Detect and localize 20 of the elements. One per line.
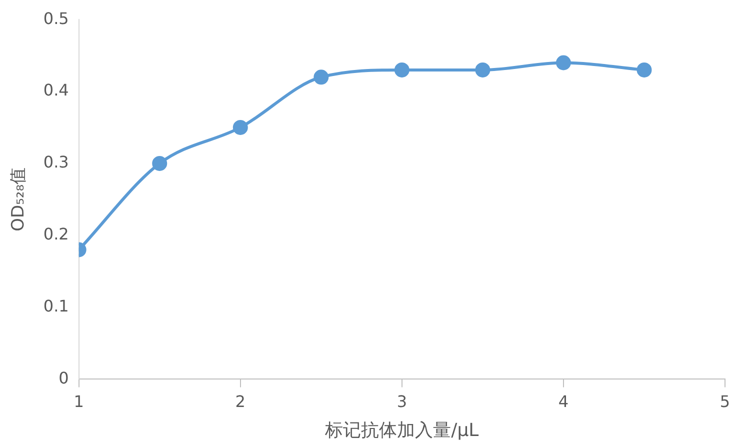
y-tick-label: 0.2 <box>43 224 69 244</box>
x-tick-label: 2 <box>235 392 246 411</box>
point <box>232 120 248 135</box>
x-tick-label: 1 <box>74 392 84 411</box>
point <box>314 70 329 85</box>
y-tick-label: 0 <box>58 368 69 388</box>
y-axis-title: OD₅₂₈值 <box>8 167 29 232</box>
y-tick-label: 0.3 <box>43 152 69 172</box>
x-axis-title: 标记抗体加入量/μL <box>324 420 479 441</box>
x-tick-label: 4 <box>558 392 569 411</box>
point <box>152 156 168 171</box>
point <box>475 62 490 78</box>
x-tick-label: 3 <box>396 392 408 411</box>
y-tick-label: 0.1 <box>43 296 69 316</box>
x-tick-label: 5 <box>720 392 730 411</box>
y-tick-label: 0.4 <box>43 80 69 100</box>
point <box>394 62 410 78</box>
y-tick-label: 0.5 <box>43 8 69 28</box>
point <box>556 55 571 70</box>
point <box>636 62 652 78</box>
